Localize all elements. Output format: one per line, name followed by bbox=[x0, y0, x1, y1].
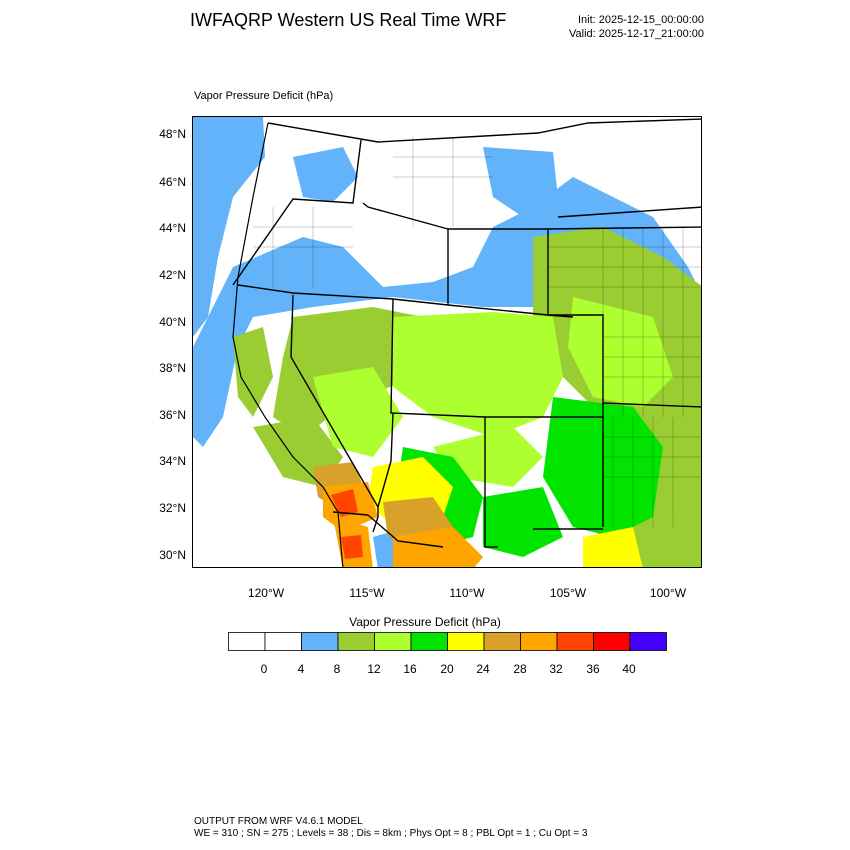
vpd-band-32-36 bbox=[331, 489, 363, 559]
colorbar-title: Vapor Pressure Deficit (hPa) bbox=[349, 615, 501, 629]
colorbar-label: 28 bbox=[513, 662, 527, 676]
map-canvas bbox=[193, 117, 701, 567]
lat-label: 32°N bbox=[159, 501, 186, 515]
colorbar-swatch bbox=[337, 632, 375, 651]
colorbar-swatch bbox=[410, 632, 448, 651]
footer-model-line: OUTPUT FROM WRF V4.6.1 MODEL bbox=[194, 816, 363, 827]
lat-label: 44°N bbox=[159, 221, 186, 235]
lat-label: 42°N bbox=[159, 268, 186, 282]
lat-label: 48°N bbox=[159, 127, 186, 141]
lat-label: 46°N bbox=[159, 175, 186, 189]
colorbar-label: 32 bbox=[549, 662, 563, 676]
colorbar-swatch bbox=[374, 632, 412, 651]
field-title: Vapor Pressure Deficit (hPa) bbox=[194, 90, 334, 102]
lon-label: 120°W bbox=[247, 586, 285, 600]
colorbar-swatch bbox=[556, 632, 594, 651]
colorbar-swatch bbox=[264, 632, 302, 651]
vpd-band-12-16 bbox=[313, 297, 673, 487]
colorbar-swatch bbox=[301, 632, 339, 651]
colorbar-swatch bbox=[520, 632, 558, 651]
lon-label: 100°W bbox=[649, 586, 687, 600]
colorbar-label: 36 bbox=[586, 662, 600, 676]
county-lines bbox=[253, 137, 701, 527]
lat-label: 34°N bbox=[159, 454, 186, 468]
colorbar-swatch bbox=[447, 632, 485, 651]
lon-label: 105°W bbox=[549, 586, 587, 600]
colorbar-swatch bbox=[593, 632, 631, 651]
lat-label: 38°N bbox=[159, 361, 186, 375]
colorbar-label: 24 bbox=[476, 662, 490, 676]
lat-label: 36°N bbox=[159, 408, 186, 422]
colorbar-label: 16 bbox=[403, 662, 417, 676]
lon-label: 110°W bbox=[449, 586, 485, 600]
lon-label: 115°W bbox=[349, 586, 385, 600]
lat-label: 30°N bbox=[159, 548, 186, 562]
lat-label: 40°N bbox=[159, 315, 186, 329]
coastline bbox=[232, 122, 344, 567]
colorbar-label: 40 bbox=[622, 662, 636, 676]
main-title: IWFAQRP Western US Real Time WRF bbox=[190, 10, 507, 30]
colorbar-swatch bbox=[483, 632, 521, 651]
colorbar-swatch bbox=[629, 632, 667, 651]
vpd-map bbox=[192, 116, 702, 568]
colorbar-label: 0 bbox=[260, 662, 268, 676]
colorbar-label: 8 bbox=[333, 662, 341, 676]
colorbar-swatch bbox=[228, 632, 266, 651]
colorbar-label: 20 bbox=[440, 662, 454, 676]
valid-time: Valid: 2025-12-17_21:00:00 bbox=[569, 28, 704, 40]
init-time: Init: 2025-12-15_00:00:00 bbox=[578, 14, 704, 26]
colorbar-label: 4 bbox=[297, 662, 305, 676]
colorbar bbox=[228, 632, 667, 651]
colorbar-label: 12 bbox=[367, 662, 381, 676]
footer-config-line: WE = 310 ; SN = 275 ; Levels = 38 ; Dis … bbox=[194, 828, 588, 839]
